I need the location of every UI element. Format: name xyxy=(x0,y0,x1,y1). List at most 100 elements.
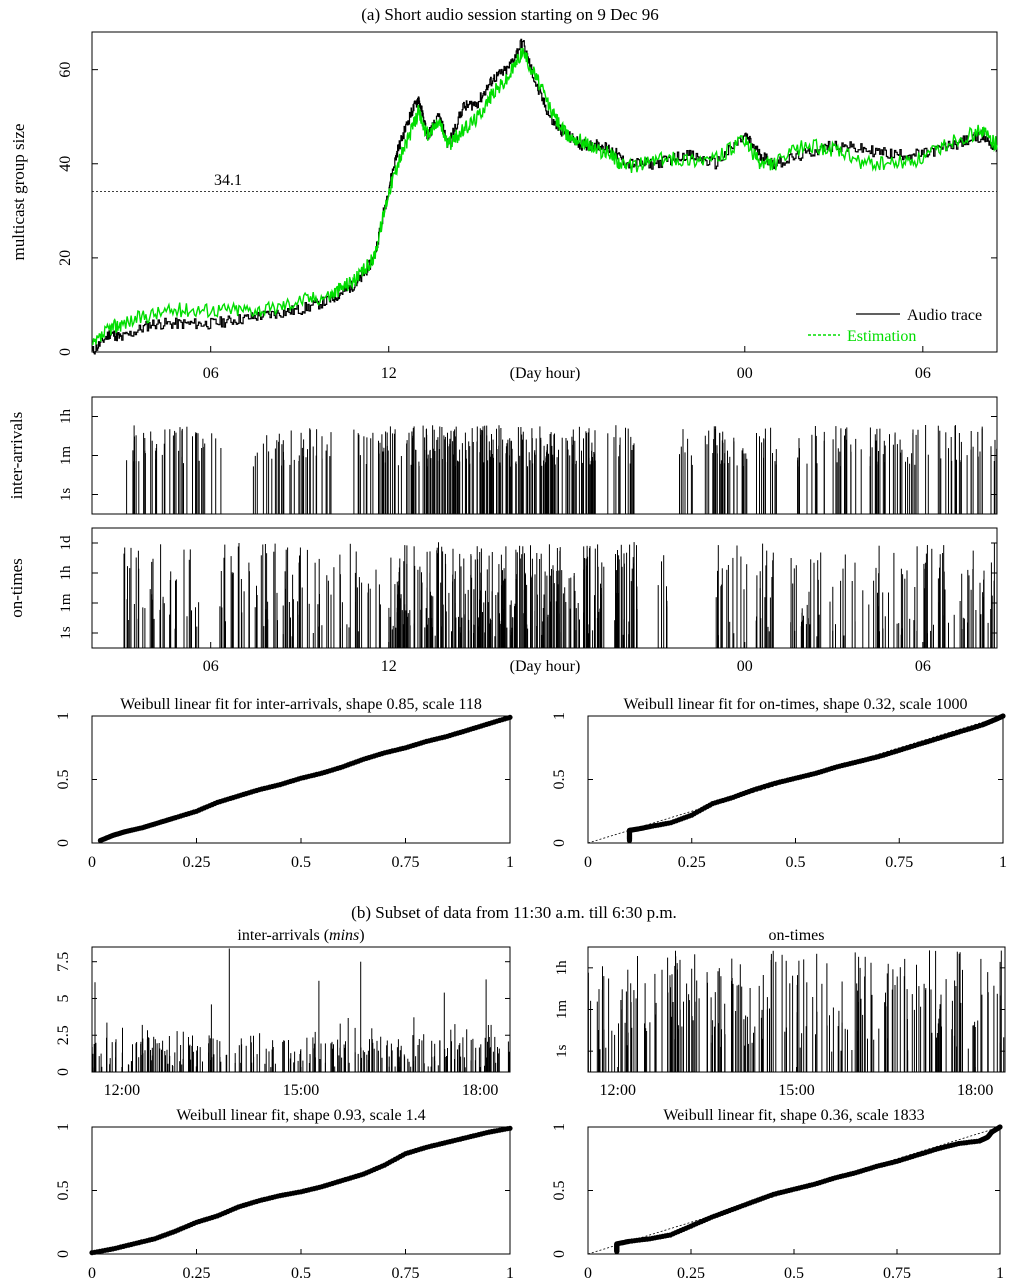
y-tick-label: 5 xyxy=(55,994,72,1002)
y-tick-label: 60 xyxy=(57,62,74,78)
x-tick-label: 1 xyxy=(506,854,514,871)
chart-b-title: (b) Subset of data from 11:30 a.m. till … xyxy=(351,903,677,922)
y-tick-label: 1m xyxy=(58,593,74,613)
y-tick-label: 1s xyxy=(58,626,74,640)
spikes-on-times xyxy=(123,542,995,648)
x-tick-label: 0.25 xyxy=(678,854,706,871)
y-tick-label: 1h xyxy=(554,960,570,976)
y-tick-label: 1d xyxy=(58,535,74,551)
plot-frame-group-size xyxy=(91,31,998,353)
title-weibull-b-ontimes: Weibull linear fit, shape 0.36, scale 18… xyxy=(663,1107,924,1124)
x-tick-label: 0 xyxy=(584,854,592,871)
x-axis-label: (Day hour) xyxy=(510,658,581,675)
x-tick-label: 06 xyxy=(915,658,931,675)
plot-frame-subset-ontimes xyxy=(587,946,1006,1073)
x-tick-label: 0.25 xyxy=(677,1265,705,1282)
x-tick-label: 00 xyxy=(737,658,753,675)
x-tick-label: 12:00 xyxy=(600,1082,636,1099)
y-axis-label: multicast group size xyxy=(9,124,28,261)
x-tick-label: 0 xyxy=(88,854,96,871)
x-tick-label: 0 xyxy=(88,1265,96,1282)
y-tick-label: 1 xyxy=(551,1123,568,1131)
x-tick-label: 0.5 xyxy=(784,1265,804,1282)
x-tick-label: 0.25 xyxy=(183,1265,211,1282)
x-tick-label: 1 xyxy=(996,1265,1004,1282)
y-tick-label: 7.5 xyxy=(55,952,72,972)
y-tick-label: 40 xyxy=(57,156,74,172)
x-tick-label: 1 xyxy=(999,854,1007,871)
y-tick-label: 1 xyxy=(551,712,568,720)
y-tick-label: 0 xyxy=(55,1068,72,1076)
x-tick-label: 0.75 xyxy=(392,1265,420,1282)
x-tick-label: 0.75 xyxy=(392,854,420,871)
x-tick-label: 06 xyxy=(203,365,219,382)
title-weibull-a-ontimes: Weibull linear fit for on-times, shape 0… xyxy=(624,696,968,713)
y-tick-label: 0 xyxy=(55,1250,72,1258)
x-tick-label: 0.5 xyxy=(291,854,311,871)
x-tick-label: 0.75 xyxy=(883,1265,911,1282)
x-tick-label: 1 xyxy=(506,1265,514,1282)
y-tick-label: 0 xyxy=(551,1250,568,1258)
y-tick-label: 1s xyxy=(58,488,74,502)
points-weibull-b-ontimes xyxy=(614,1124,1003,1255)
y-tick-label: 0.5 xyxy=(55,770,72,790)
y-tick-label: 0 xyxy=(551,839,568,847)
subtitle-prefix: inter-arrivals ( xyxy=(237,927,329,944)
spikes-subset-ontimes xyxy=(587,950,1005,1072)
x-tick-label: 0.25 xyxy=(183,854,211,871)
x-tick-label: 0.75 xyxy=(885,854,913,871)
y-tick-label: 1s xyxy=(554,1044,570,1058)
data-point xyxy=(997,1124,1003,1130)
y-tick-label: 1h xyxy=(58,409,74,425)
y-tick-label: 20 xyxy=(57,250,74,266)
data-point xyxy=(1000,713,1006,719)
x-tick-label: 0.5 xyxy=(786,854,806,871)
subtitle-on-times: on-times xyxy=(769,927,825,944)
y-tick-label: 1 xyxy=(55,1123,72,1131)
subtitle-suffix: ) xyxy=(359,927,364,944)
y-tick-label: 2.5 xyxy=(55,1025,72,1045)
y-tick-label: 0.5 xyxy=(55,1181,72,1201)
y-axis-label: on-times xyxy=(7,558,26,618)
x-tick-label: 18:00 xyxy=(957,1082,993,1099)
x-tick-label: 0.5 xyxy=(291,1265,311,1282)
x-tick-label: 15:00 xyxy=(778,1082,814,1099)
points-weibull-a-ontimes xyxy=(626,713,1006,844)
x-tick-label: 12:00 xyxy=(104,1082,140,1099)
reference-label: 34.1 xyxy=(214,172,242,189)
x-tick-label: 12 xyxy=(381,658,397,675)
subtitle-unit: mins xyxy=(329,927,359,944)
points-weibull-b-interarrivals xyxy=(89,1125,513,1256)
spikes-subset-interarrivals xyxy=(91,948,510,1072)
title-weibull-a-interarrivals: Weibull linear fit for inter-arrivals, s… xyxy=(120,696,482,713)
x-tick-label: 0 xyxy=(584,1265,592,1282)
spikes-inter-arrivals xyxy=(126,425,998,514)
series-estimation xyxy=(91,47,998,346)
y-tick-label: 0.5 xyxy=(551,1181,568,1201)
x-tick-label: 06 xyxy=(203,658,219,675)
x-tick-label: 12 xyxy=(381,365,397,382)
data-point xyxy=(507,1125,513,1131)
x-tick-label: 06 xyxy=(915,365,931,382)
title-weibull-b-interarrivals: Weibull linear fit, shape 0.93, scale 1.… xyxy=(176,1107,425,1124)
y-tick-label: 1m xyxy=(58,446,74,466)
y-tick-label: 1h xyxy=(58,565,74,581)
x-tick-label: 15:00 xyxy=(283,1082,319,1099)
y-axis-label: inter-arrivals xyxy=(7,412,26,499)
legend-label-estimation: Estimation xyxy=(847,328,916,345)
series-audio-trace xyxy=(92,38,998,355)
subtitle-inter-arrivals: inter-arrivals (mins) xyxy=(237,927,364,944)
y-tick-label: 1 xyxy=(55,712,72,720)
y-tick-label: 1m xyxy=(554,1000,570,1020)
y-tick-label: 0 xyxy=(55,839,72,847)
x-axis-label: (Day hour) xyxy=(510,365,581,382)
x-tick-label: 18:00 xyxy=(462,1082,498,1099)
y-tick-label: 0 xyxy=(57,348,74,356)
chart-a-title: (a) Short audio session starting on 9 De… xyxy=(361,5,658,24)
legend-label-audio: Audio trace xyxy=(907,307,982,324)
y-tick-label: 0.5 xyxy=(551,770,568,790)
data-point xyxy=(507,714,513,720)
x-tick-label: 00 xyxy=(737,365,753,382)
points-weibull-a-interarrivals xyxy=(97,714,513,844)
